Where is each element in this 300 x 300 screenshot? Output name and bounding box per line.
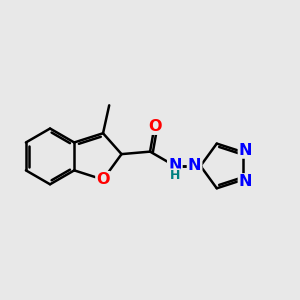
Text: O: O xyxy=(96,172,110,187)
Text: N: N xyxy=(239,142,252,158)
Text: N: N xyxy=(168,158,182,173)
Text: H: H xyxy=(170,169,180,182)
Text: N: N xyxy=(239,174,252,189)
Text: N: N xyxy=(188,158,201,173)
Text: O: O xyxy=(148,119,161,134)
